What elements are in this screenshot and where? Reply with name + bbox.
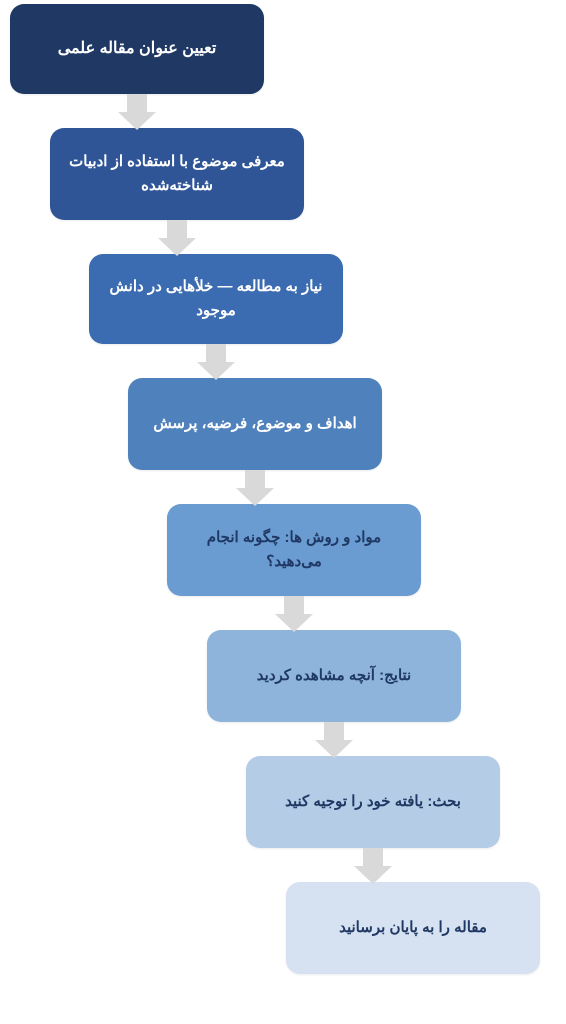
flowchart-node-6: نتایج: آنچه مشاهده کردید — [207, 630, 461, 722]
flowchart-node-7: بحث: یافته خود را توجیه کنید — [246, 756, 500, 848]
flowchart-arrow-1 — [118, 94, 156, 130]
flowchart-node-2: معرفی موضوع با استفاده از ادبیات شناخته‌… — [50, 128, 304, 220]
flowchart-container: تعیین عنوان مقاله علمی معرفی موضوع با است… — [0, 0, 566, 1024]
flowchart-node-label: اهداف و موضوع، فرضیه، پرسش — [153, 412, 356, 436]
flowchart-arrow-7 — [354, 848, 392, 884]
flowchart-node-label: نتایج: آنچه مشاهده کردید — [257, 664, 411, 688]
flowchart-arrow-6 — [315, 722, 353, 758]
flowchart-arrow-2 — [158, 220, 196, 256]
flowchart-node-4: اهداف و موضوع، فرضیه، پرسش — [128, 378, 382, 470]
flowchart-node-label: بحث: یافته خود را توجیه کنید — [285, 790, 461, 814]
flowchart-node-label: مواد و روش ها: چگونه انجام می‌دهید؟ — [183, 526, 405, 574]
flowchart-arrow-4 — [236, 470, 274, 506]
flowchart-node-label: معرفی موضوع با استفاده از ادبیات شناخته‌… — [66, 150, 288, 198]
flowchart-node-label: نیاز به مطالعه — خلأهایی در دانش موجود — [105, 275, 327, 323]
flowchart-arrow-5 — [275, 596, 313, 632]
flowchart-node-label: مقاله را به پایان برسانید — [339, 916, 487, 940]
flowchart-node-1: تعیین عنوان مقاله علمی — [10, 4, 264, 94]
flowchart-node-label: تعیین عنوان مقاله علمی — [58, 36, 217, 62]
flowchart-arrow-3 — [197, 344, 235, 380]
flowchart-node-5: مواد و روش ها: چگونه انجام می‌دهید؟ — [167, 504, 421, 596]
flowchart-node-3: نیاز به مطالعه — خلأهایی در دانش موجود — [89, 254, 343, 344]
flowchart-node-8: مقاله را به پایان برسانید — [286, 882, 540, 974]
